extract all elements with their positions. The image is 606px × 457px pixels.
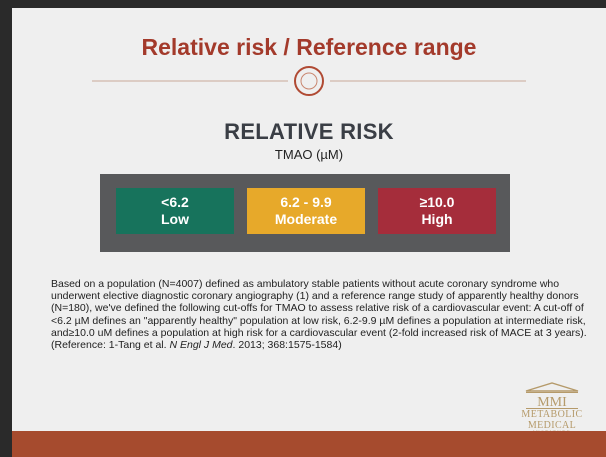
journal-name: N Engl J Med	[169, 339, 233, 352]
risk-box-moderate: 6.2 - 9.9 Moderate	[247, 188, 365, 234]
risk-range-bar: <6.2 Low 6.2 - 9.9 Moderate ≥10.0 High	[100, 174, 510, 252]
risk-box-low: <6.2 Low	[116, 188, 234, 234]
description-text: Based on a population (N=4007) defined a…	[51, 278, 587, 352]
logo-name: METABOLIC MEDICAL	[521, 409, 583, 431]
risk-moderate-label: Moderate	[274, 211, 338, 227]
mmi-logo-icon: MMI	[525, 382, 579, 410]
slide-title: Relative risk / Reference range	[141, 34, 477, 60]
risk-high-range: ≥10.0	[419, 194, 455, 210]
risk-high-label: High	[421, 211, 453, 227]
tmao-unit-label: TMAO (µM)	[274, 147, 344, 162]
footer-bar	[12, 431, 606, 457]
institute-logo: MMI METABOLIC MEDICAL INSTITUTE	[496, 382, 606, 436]
logo-mark-text: MMI	[537, 395, 567, 410]
risk-moderate-range: 6.2 - 9.9	[280, 194, 332, 210]
citation-end: . 2013; 368:1575-1584)	[232, 339, 342, 352]
description-paragraph: Based on a population (N=4007) defined a…	[51, 278, 591, 351]
risk-box-high: ≥10.0 High	[378, 188, 496, 234]
risk-low-label: Low	[161, 211, 189, 227]
relative-risk-heading: RELATIVE RISK	[224, 119, 394, 144]
title-divider-ornament	[92, 66, 526, 96]
slide: Relative risk / Reference range RELATIVE…	[12, 8, 606, 457]
risk-low-range: <6.2	[161, 194, 189, 210]
